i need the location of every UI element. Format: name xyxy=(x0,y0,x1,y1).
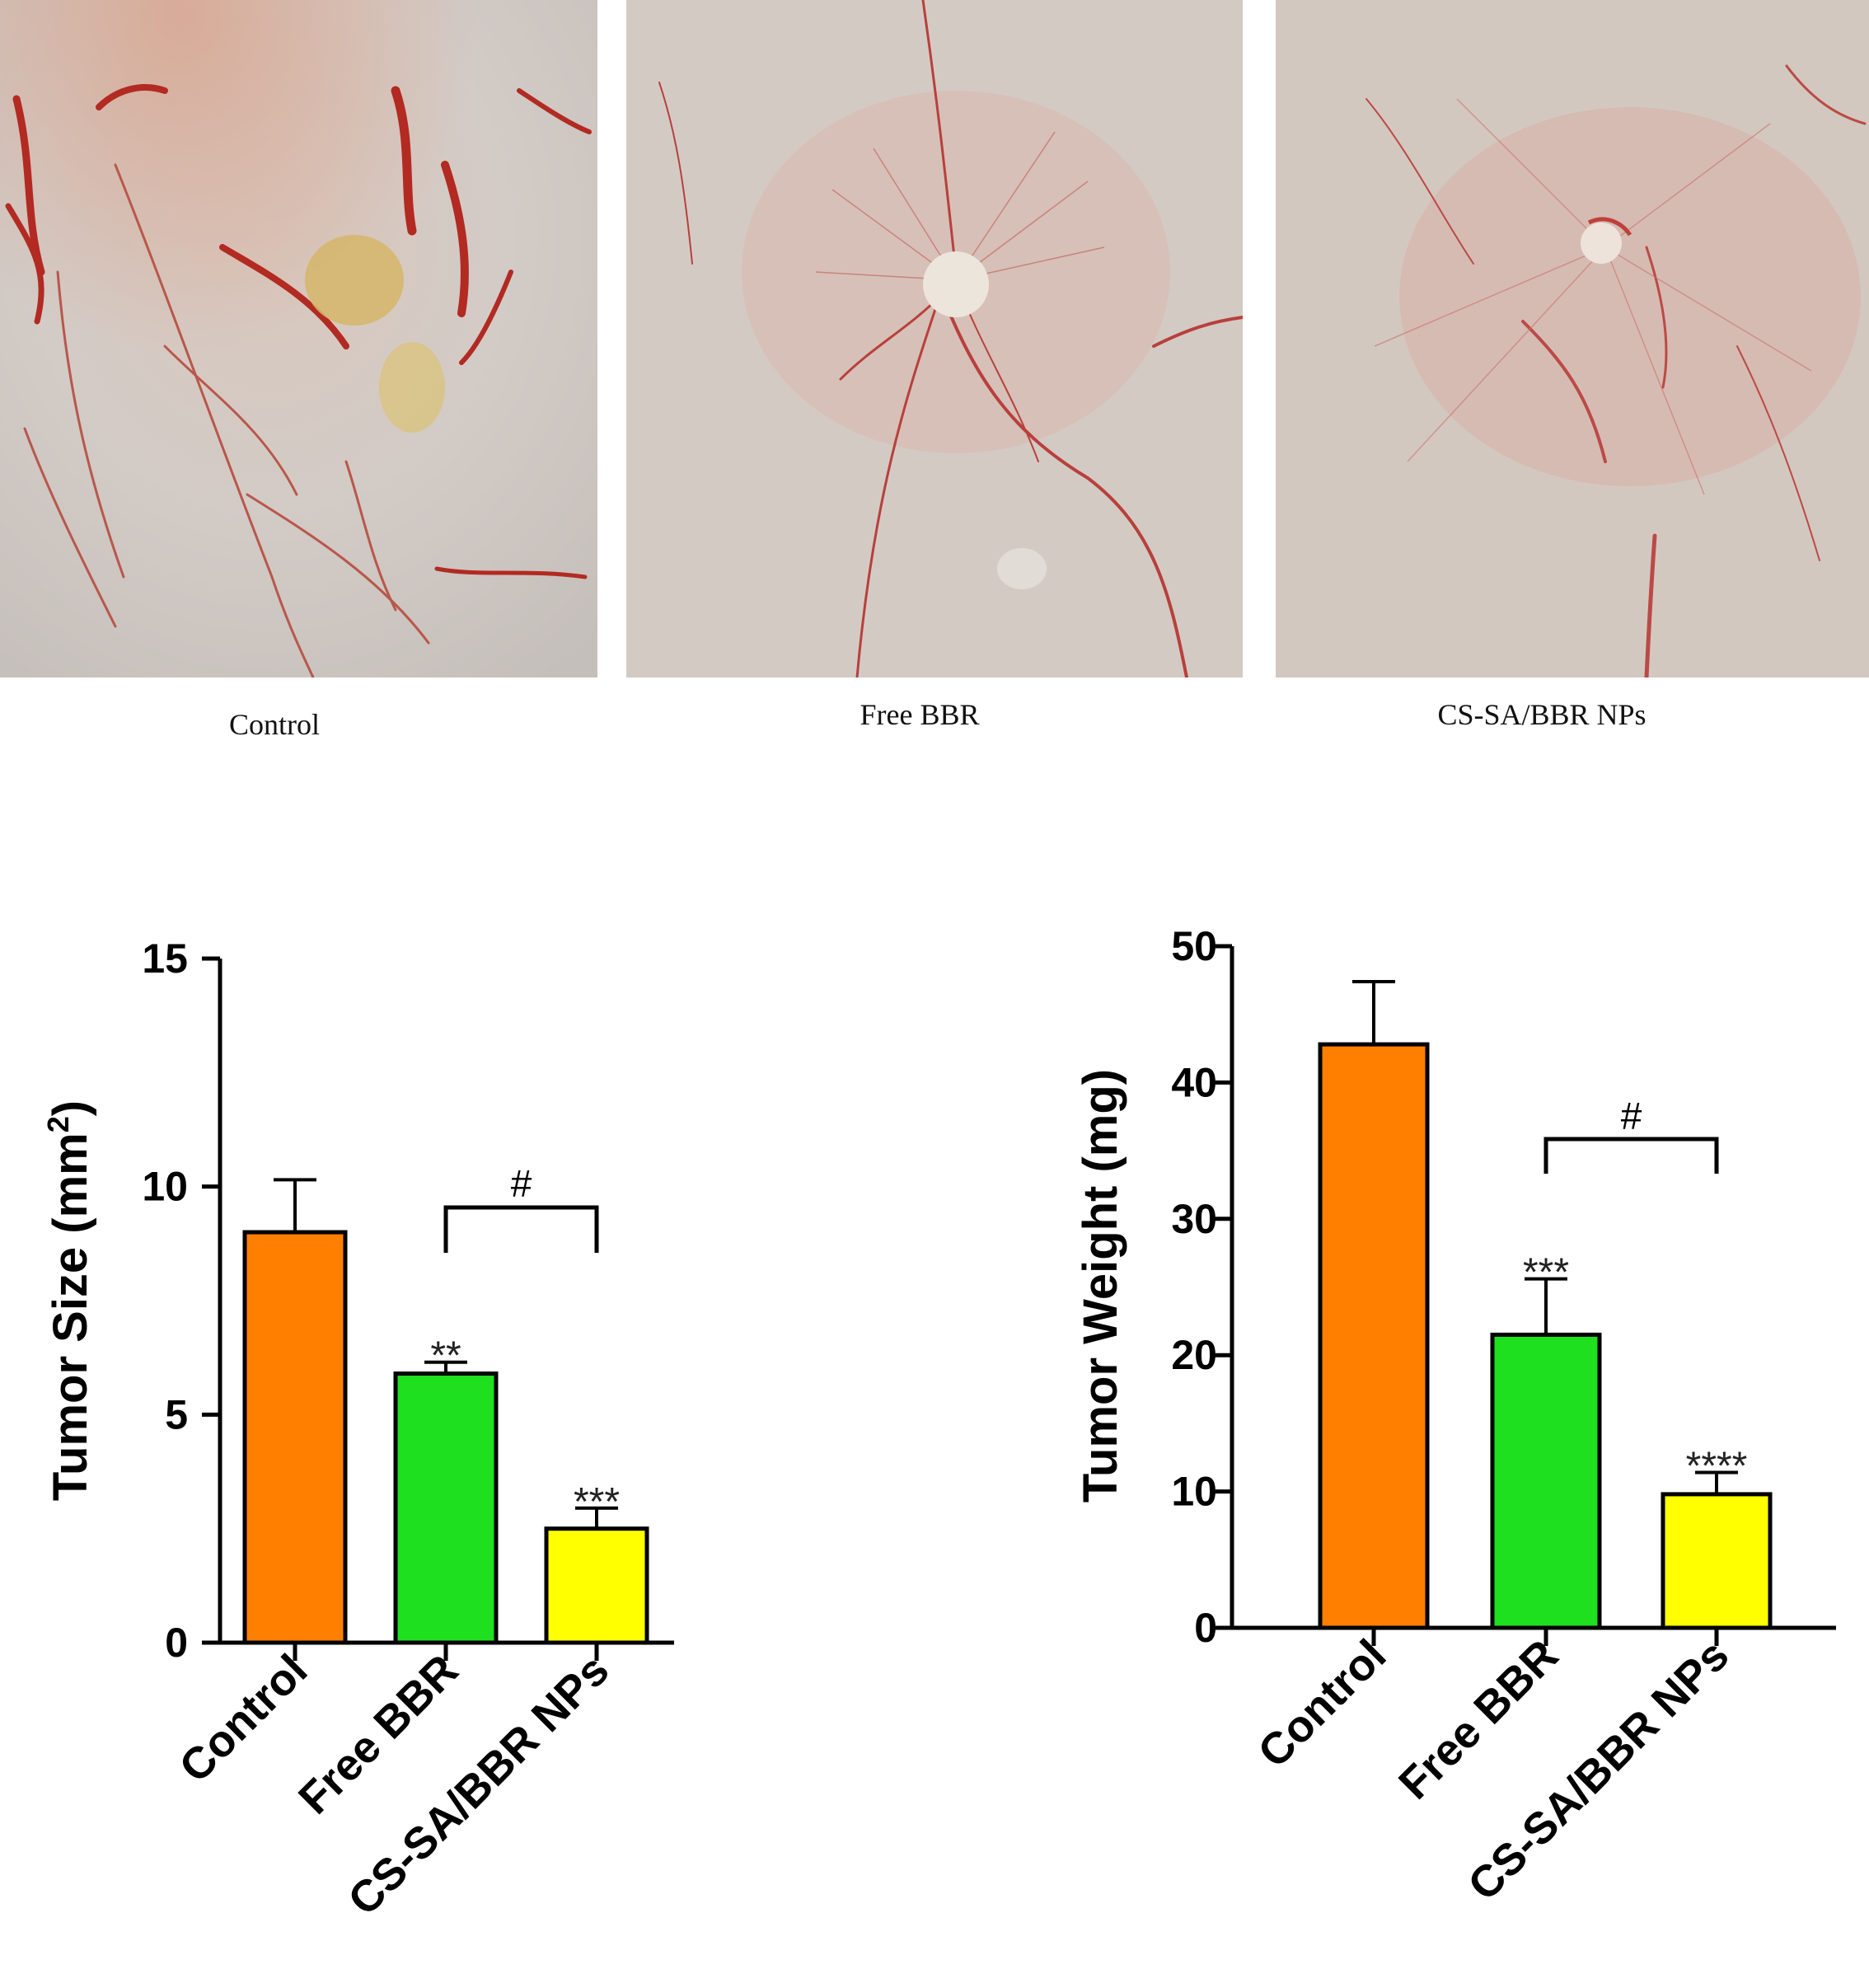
y-tick-label: 0 xyxy=(165,1620,188,1666)
y-tick-label: 5 xyxy=(165,1391,188,1437)
significance-label: *** xyxy=(1523,1251,1569,1295)
significance-label: *** xyxy=(574,1480,620,1524)
bracket-label: # xyxy=(1621,1095,1642,1137)
y-axis-label: Tumor Weight (mg) xyxy=(1074,1069,1127,1503)
bar-cs-sa-bbr-nps xyxy=(544,1526,649,1645)
photo-cs-sa-bbr-nps xyxy=(1276,0,1869,678)
significance-label: **** xyxy=(1686,1444,1748,1488)
significance-bracket xyxy=(443,1205,599,1253)
caption-cs-sa-bbr-nps: CS-SA/BBR NPs xyxy=(1437,698,1646,731)
y-tick-label: 40 xyxy=(1171,1059,1217,1105)
x-tick-label: CS-SA/BBR NPs xyxy=(339,1645,618,1925)
y-tick-label: 50 xyxy=(1171,923,1217,969)
y-tick-label: 30 xyxy=(1171,1196,1217,1242)
significance-label: ** xyxy=(430,1334,461,1378)
y-tick-label: 15 xyxy=(142,935,188,982)
bar-cs-sa-bbr-nps xyxy=(1661,1492,1773,1630)
caption-control: Control xyxy=(228,708,321,741)
photo-free-bbr xyxy=(626,0,1243,678)
y-tick-label: 20 xyxy=(1171,1332,1217,1378)
x-tick-label: Free BBR xyxy=(1389,1630,1567,1808)
x-tick-label: Control xyxy=(170,1645,316,1792)
bar-chart-2: 0 10 20 30 40 50 Tumor Weight (mg) Control *** Fr… xyxy=(1074,923,1836,1911)
bar-control xyxy=(1318,1042,1430,1630)
y-tick-label: 10 xyxy=(1171,1469,1217,1515)
bar-free-bbr xyxy=(1490,1332,1602,1630)
y-axis-label: Tumor Size (mm2) xyxy=(41,1100,97,1501)
bar-control xyxy=(242,1230,348,1645)
bracket-label: # xyxy=(511,1162,532,1205)
y-tick-label: 0 xyxy=(1194,1605,1217,1651)
x-tick-label: Control xyxy=(1248,1630,1395,1777)
photo-control xyxy=(0,0,597,678)
significance-bracket xyxy=(1543,1137,1719,1174)
caption-free-bbr: Free BBR xyxy=(860,698,980,731)
y-tick-label: 10 xyxy=(142,1164,188,1210)
bar-free-bbr xyxy=(393,1371,499,1645)
